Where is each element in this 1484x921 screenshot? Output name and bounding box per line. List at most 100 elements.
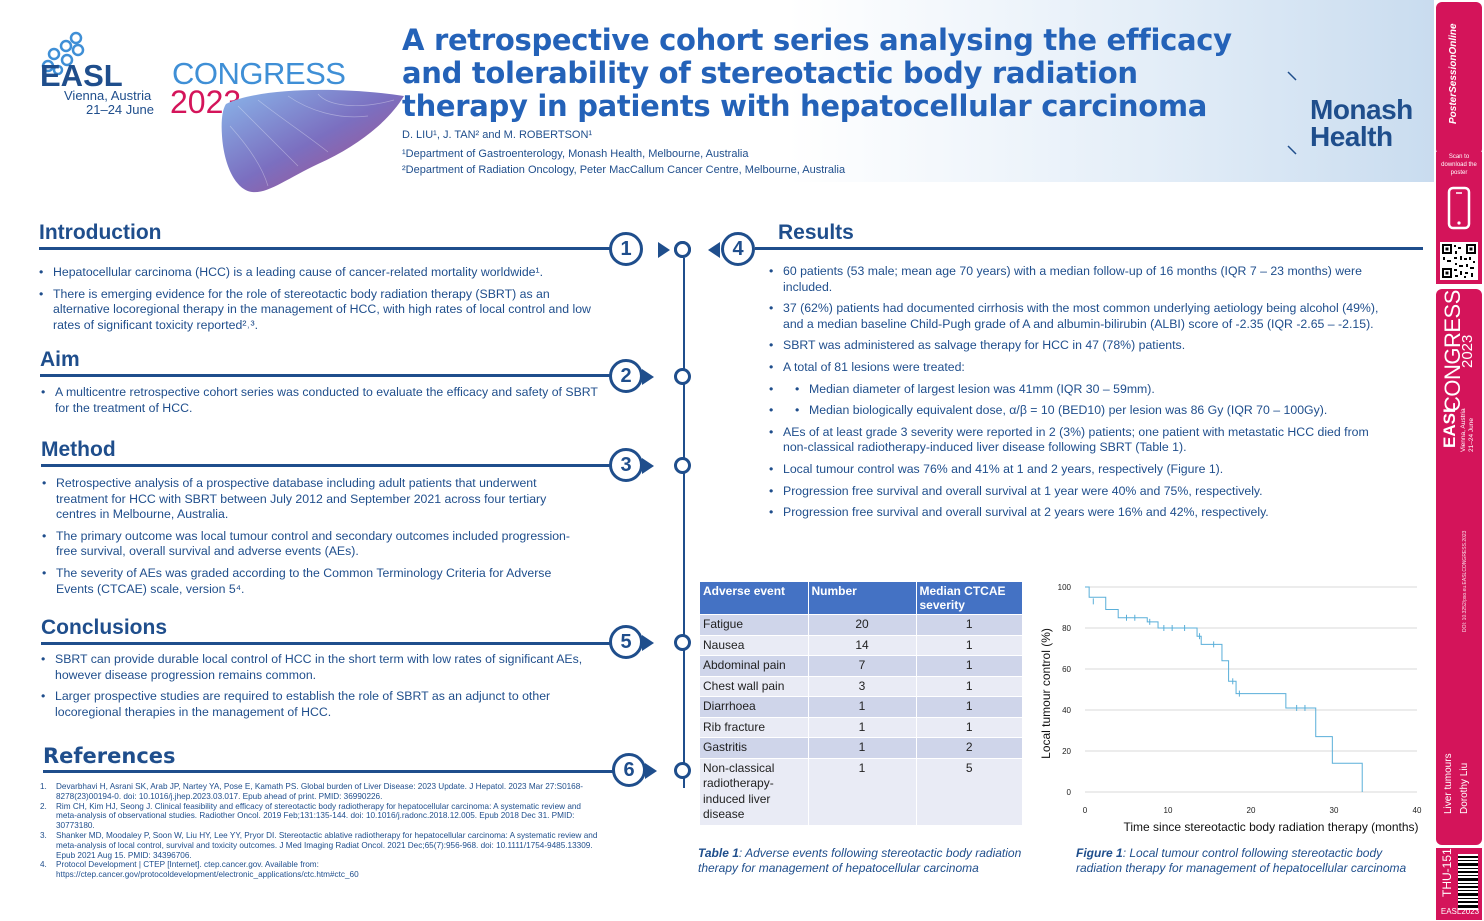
- sidebar-doi: DOI: 10.3252/pso.eu.EASLCONGRESS.2023: [1462, 530, 1468, 632]
- table-caption: Table 1: Adverse events following stereo…: [698, 846, 1028, 876]
- results-bullet: SBRT was administered as salvage therapy…: [769, 338, 1379, 354]
- phone-icon: [1447, 186, 1471, 230]
- introduction-bullet: Hepatocellular carcinoma (HCC) is a lead…: [39, 265, 594, 281]
- affiliation-2: ²Department of Radiation Oncology, Peter…: [402, 164, 846, 176]
- table-cell: 1: [916, 716, 1023, 738]
- x-tick-label: 0: [1083, 806, 1088, 815]
- section-badge-3: 3: [609, 448, 643, 482]
- method-heading: Method: [41, 438, 116, 461]
- congress-dates: 21–24 June: [86, 102, 154, 117]
- table-cell: 7: [808, 655, 917, 676]
- timeline-connector: [683, 258, 685, 788]
- timeline-node-5: [674, 634, 691, 651]
- sidebar-brand-panel: [1436, 2, 1482, 155]
- results-sub-bullet-text: Median diameter of largest lesion was 41…: [809, 381, 1155, 396]
- table-caption-text: : Adverse events following stereotactic …: [698, 846, 1022, 875]
- monash-shield-icon: [1287, 71, 1297, 155]
- results-bullet: 37 (62%) patients had documented cirrhos…: [769, 301, 1379, 332]
- references-rule: [43, 770, 615, 773]
- table-header-cell: Number: [808, 582, 917, 615]
- x-tick-label: 10: [1164, 806, 1173, 815]
- easl-logo-text: EASL: [40, 58, 123, 93]
- congress-logo-text: CONGRESS: [172, 56, 346, 91]
- method-bullet: Retrospective analysis of a prospective …: [42, 476, 590, 523]
- table-cell: Diarrhoea: [700, 696, 809, 717]
- table-row: Chest wall pain 3 1: [700, 675, 1023, 697]
- table-row: Nausea 14 1: [700, 634, 1023, 656]
- results-heading: Results: [778, 221, 854, 244]
- table-row: Non-classical radiotherapy-induced liver…: [700, 757, 1023, 825]
- timeline-node-2: [674, 368, 691, 385]
- affiliation-1: ¹Department of Gastroenterology, Monash …: [402, 148, 749, 160]
- section-badge-1: 1: [609, 232, 643, 266]
- table-cell: 5: [916, 757, 1023, 825]
- y-tick-label: 60: [1062, 665, 1071, 674]
- monash-logo-line2: Health: [1310, 121, 1393, 152]
- conclusions-bullet: SBRT can provide durable local control o…: [41, 652, 601, 683]
- method-bullet: The primary outcome was local tumour con…: [42, 529, 590, 560]
- conclusions-list: SBRT can provide durable local control o…: [41, 652, 601, 726]
- table-cell: 1: [916, 696, 1023, 717]
- references-list: 1. Devarbhavi H, Asrani SK, Arab JP, Nart…: [40, 782, 600, 880]
- adverse-events-table: Adverse event Number Median CTCAE severi…: [700, 582, 1023, 825]
- poster-session-brand: PosterSessionOnline: [1448, 23, 1459, 124]
- aim-bullet: A multicentre retrospective cohort serie…: [41, 385, 601, 416]
- reference-text: Shanker MD, Moodaley P, Soon W, Liu HY, …: [56, 830, 598, 860]
- easl-logo-icon: [41, 31, 85, 76]
- sidebar-easl: EASL: [1440, 402, 1459, 448]
- method-list: Retrospective analysis of a prospective …: [42, 476, 590, 603]
- liver-illustration: [221, 89, 404, 193]
- section-badge-5: 5: [609, 625, 643, 659]
- arrow-icon: [642, 635, 654, 651]
- conclusions-rule: [41, 642, 615, 645]
- table-cell: 1: [808, 696, 917, 717]
- results-list: 60 patients (53 male; mean age 70 years)…: [769, 264, 1379, 527]
- table-cell: Fatigue: [700, 614, 809, 635]
- authors: D. LIU¹, J. TAN² and M. ROBERTSON¹: [402, 129, 593, 141]
- reference-number: 3.: [40, 830, 47, 840]
- table-cell: Chest wall pain: [700, 675, 809, 697]
- table-row: Abdominal pain 7 1: [700, 655, 1023, 676]
- reference-number: 4.: [40, 860, 47, 870]
- introduction-heading: Introduction: [39, 221, 162, 244]
- results-sub-bullet: •Median biologically equivalent dose, α/…: [769, 403, 1379, 419]
- conclusions-bullet: Larger prospective studies are required …: [41, 689, 601, 720]
- table-cell: 1: [808, 757, 917, 825]
- poster-id: THU-151: [1440, 848, 1454, 897]
- table-cell: 2: [916, 737, 1023, 758]
- scan-download-text: Scan to download the poster: [1441, 154, 1477, 176]
- x-axis-label: Time since stereotactic body radiation t…: [1123, 820, 1418, 834]
- table-cell: Rib fracture: [700, 716, 809, 738]
- table-cell: 1: [916, 614, 1023, 635]
- qr-code-icon[interactable]: [1440, 242, 1478, 280]
- table-cell: 14: [808, 634, 917, 656]
- table-row: Fatigue 20 1: [700, 614, 1023, 635]
- timeline-node-6: [674, 762, 691, 779]
- arrow-icon: [645, 763, 657, 779]
- table-row: Rib fracture 1 1: [700, 716, 1023, 738]
- x-tick-label: 40: [1413, 806, 1422, 815]
- arrow-icon: [708, 242, 720, 258]
- reference-text: Protocol Development | CTEP [Internet]. …: [56, 860, 359, 880]
- results-bullet: 60 patients (53 male; mean age 70 years)…: [769, 264, 1379, 295]
- aim-rule: [40, 374, 615, 377]
- results-sub-bullet: •Median diameter of largest lesion was 4…: [769, 382, 1379, 398]
- introduction-bullet: There is emerging evidence for the role …: [39, 287, 594, 334]
- y-tick-label: 40: [1062, 706, 1071, 715]
- reference-text: Rim CH, Kim HJ, Seong J. Clinical feasib…: [56, 801, 581, 831]
- results-bullet: Progression free survival and overall su…: [769, 505, 1379, 521]
- barcode-icon: [1458, 854, 1478, 910]
- table-header-cell: Adverse event: [700, 582, 809, 615]
- table-cell: 1: [916, 655, 1023, 676]
- introduction-list: Hepatocellular carcinoma (HCC) is a lead…: [39, 265, 594, 339]
- table-cell: 3: [808, 675, 917, 697]
- reference-item: 1. Devarbhavi H, Asrani SK, Arab JP, Nart…: [40, 782, 600, 802]
- arrow-icon: [658, 242, 670, 258]
- table-cell: 1: [808, 716, 917, 738]
- table-row: Gastritis 1 2: [700, 737, 1023, 758]
- reference-item: 4. Protocol Development | CTEP [Internet]…: [40, 860, 600, 880]
- results-rule: [755, 247, 1423, 250]
- table-cell: Abdominal pain: [700, 655, 809, 676]
- figure-caption-label: Figure 1: [1076, 846, 1123, 860]
- table-cell: 20: [808, 614, 917, 635]
